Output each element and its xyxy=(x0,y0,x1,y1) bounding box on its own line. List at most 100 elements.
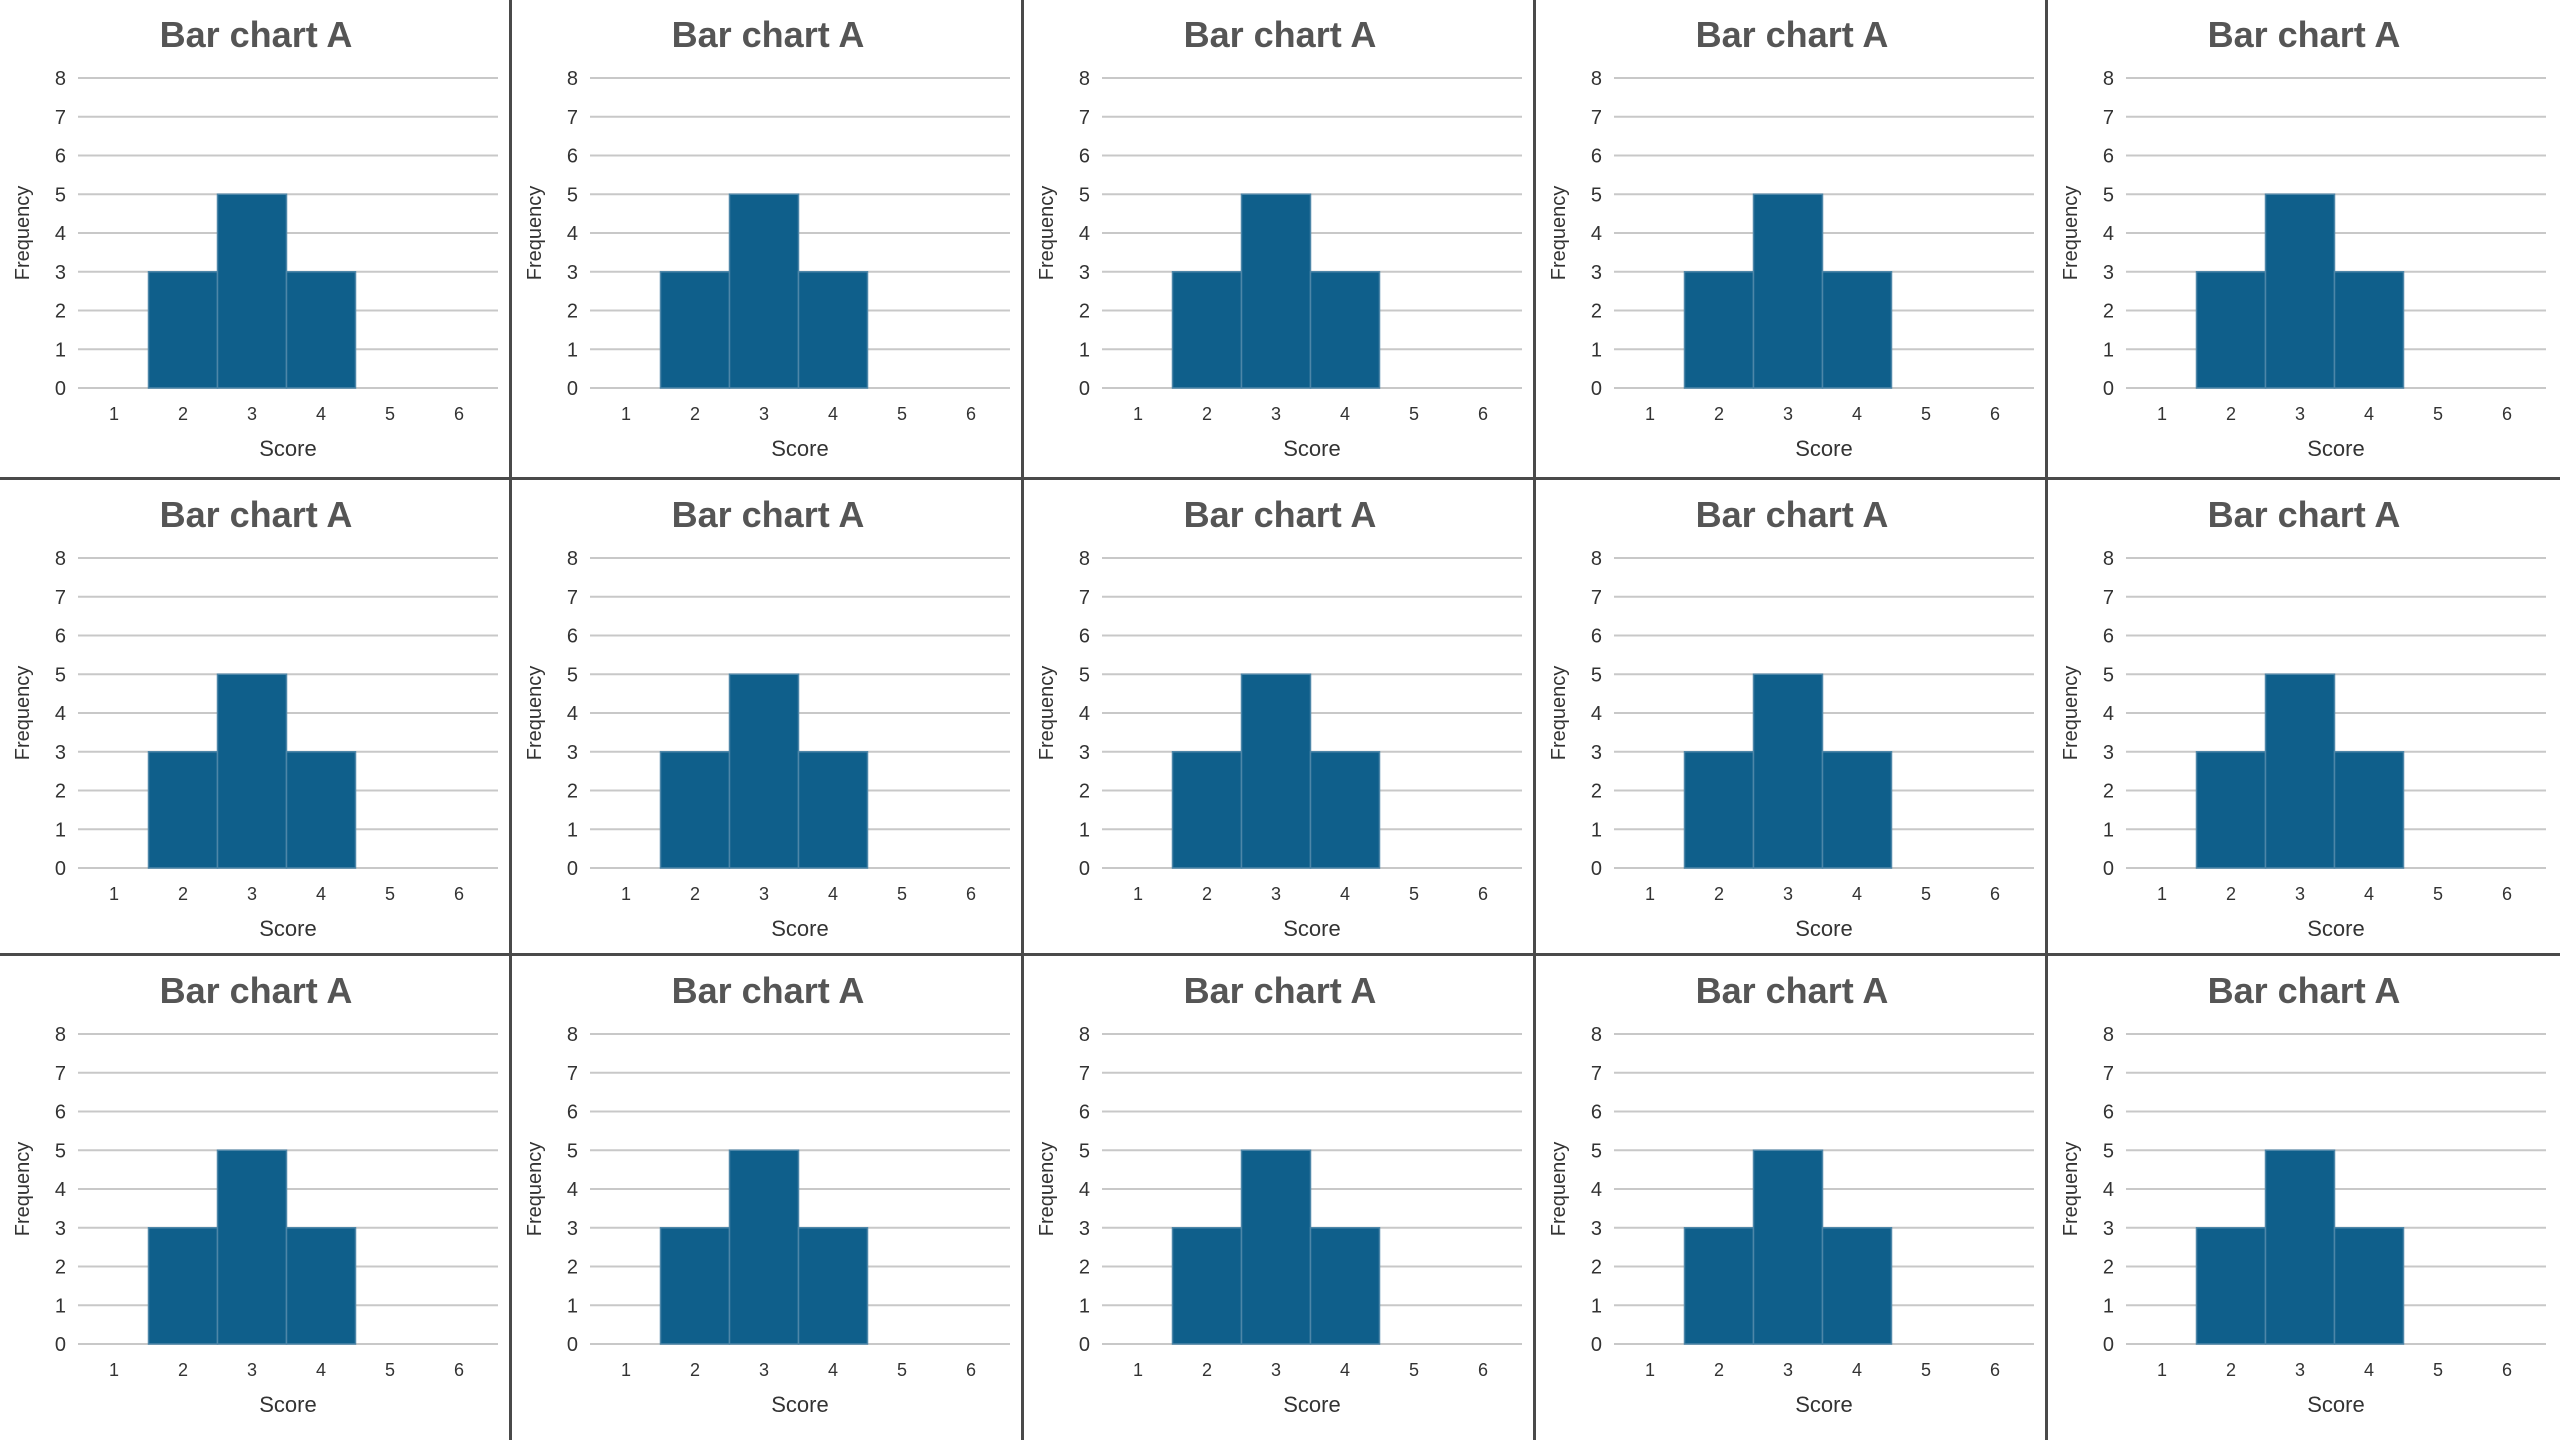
y-tick-label: 5 xyxy=(567,1140,578,1162)
y-tick-label: 7 xyxy=(567,1063,578,1085)
bar xyxy=(147,1227,219,1345)
y-tick-label: 6 xyxy=(2103,146,2114,168)
y-tick-label: 4 xyxy=(1591,703,1602,725)
y-tick-label: 0 xyxy=(2103,1334,2114,1356)
y-axis-label: Frequency xyxy=(524,1142,546,1237)
y-tick-label: 2 xyxy=(55,301,66,323)
bar-chart: 0 1 2 3 4 5 6 7 8 1 2 3 4 5 6 Score Frequency xyxy=(1036,1024,1522,1417)
y-tick-label: 6 xyxy=(1591,1102,1602,1124)
y-tick-label: 5 xyxy=(1591,1140,1602,1162)
x-tick-label: 2 xyxy=(2226,404,2236,424)
x-tick-label: 5 xyxy=(385,1360,395,1380)
x-tick-label: 6 xyxy=(454,1360,464,1380)
chart-panel: Bar chart A 0 1 2 3 4 5 6 7 8 1 2 3 4 5 6 Score Frequency xyxy=(2048,480,2560,956)
x-tick-label: 5 xyxy=(1409,1360,1419,1380)
x-tick-label: 2 xyxy=(178,1360,188,1380)
x-axis-label: Score xyxy=(1795,1392,1852,1417)
y-tick-label: 0 xyxy=(2103,858,2114,880)
bar xyxy=(285,271,357,389)
y-tick-label: 1 xyxy=(1079,819,1090,841)
x-axis-label: Score xyxy=(1795,436,1852,461)
y-tick-label: 2 xyxy=(1079,301,1090,323)
y-tick-label: 3 xyxy=(1079,262,1090,284)
y-tick-label: 5 xyxy=(1079,184,1090,206)
y-tick-label: 1 xyxy=(567,819,578,841)
chart-title: Bar chart A xyxy=(1183,14,1377,55)
x-tick-label: 5 xyxy=(897,1360,907,1380)
bar xyxy=(1240,193,1312,389)
x-tick-label: 1 xyxy=(1133,404,1143,424)
y-tick-label: 5 xyxy=(567,184,578,206)
x-tick-label: 6 xyxy=(2502,1360,2512,1380)
bar xyxy=(216,673,288,869)
y-tick-label: 7 xyxy=(2103,1063,2114,1085)
x-tick-label: 4 xyxy=(2364,1360,2374,1380)
bar xyxy=(285,751,357,869)
y-axis-label: Frequency xyxy=(1036,666,1058,761)
y-tick-label: 0 xyxy=(567,1334,578,1356)
bar xyxy=(2264,673,2336,869)
bar xyxy=(1752,193,1824,389)
y-axis-label: Frequency xyxy=(2060,666,2082,761)
chart-title: Bar chart A xyxy=(1695,970,1889,1011)
x-tick-label: 4 xyxy=(1852,884,1862,904)
chart-title: Bar chart A xyxy=(1183,970,1377,1011)
x-axis-label: Score xyxy=(1795,916,1852,941)
y-axis-label: Frequency xyxy=(12,186,34,281)
x-tick-label: 3 xyxy=(759,1360,769,1380)
y-tick-label: 1 xyxy=(1591,1295,1602,1317)
x-tick-label: 1 xyxy=(2157,1360,2167,1380)
chart-title: Bar chart A xyxy=(671,14,865,55)
x-tick-label: 2 xyxy=(178,404,188,424)
y-tick-label: 6 xyxy=(2103,626,2114,648)
x-tick-label: 1 xyxy=(109,884,119,904)
bar xyxy=(728,1149,800,1345)
bar xyxy=(2195,271,2267,389)
x-tick-label: 1 xyxy=(2157,404,2167,424)
y-tick-label: 3 xyxy=(567,262,578,284)
chart-panel: Bar chart A 0 1 2 3 4 5 6 7 8 1 2 3 4 5 6 Score Frequency xyxy=(2048,956,2560,1440)
y-tick-label: 3 xyxy=(1591,262,1602,284)
x-tick-label: 3 xyxy=(247,1360,257,1380)
y-axis-label: Frequency xyxy=(1036,186,1058,281)
x-tick-label: 3 xyxy=(247,884,257,904)
y-tick-label: 4 xyxy=(1079,223,1090,245)
y-tick-label: 5 xyxy=(2103,184,2114,206)
y-tick-label: 6 xyxy=(1079,626,1090,648)
y-tick-label: 6 xyxy=(567,626,578,648)
y-tick-label: 2 xyxy=(1591,1257,1602,1279)
bar xyxy=(2333,751,2405,869)
y-tick-label: 2 xyxy=(2103,1257,2114,1279)
bar xyxy=(1171,271,1243,389)
y-tick-label: 2 xyxy=(2103,781,2114,803)
x-axis-label: Score xyxy=(771,1392,828,1417)
bar xyxy=(216,193,288,389)
x-tick-label: 5 xyxy=(897,884,907,904)
y-tick-label: 6 xyxy=(1079,1102,1090,1124)
x-tick-label: 4 xyxy=(2364,884,2374,904)
x-tick-label: 4 xyxy=(1340,1360,1350,1380)
x-tick-label: 6 xyxy=(1990,404,2000,424)
chart-title: Bar chart A xyxy=(2207,14,2401,55)
y-axis-label: Frequency xyxy=(2060,186,2082,281)
y-tick-label: 0 xyxy=(55,378,66,400)
x-tick-label: 6 xyxy=(966,1360,976,1380)
x-tick-label: 3 xyxy=(1783,884,1793,904)
x-tick-label: 6 xyxy=(2502,404,2512,424)
y-tick-label: 4 xyxy=(1079,703,1090,725)
y-tick-label: 0 xyxy=(1079,378,1090,400)
x-tick-label: 6 xyxy=(1990,884,2000,904)
bar xyxy=(2195,1227,2267,1345)
y-tick-label: 8 xyxy=(1079,548,1090,570)
bar-chart: 0 1 2 3 4 5 6 7 8 1 2 3 4 5 6 Score Frequency xyxy=(12,1024,498,1417)
chart-panel: Bar chart A 0 1 2 3 4 5 6 7 8 1 2 3 4 5 6 Score Frequency xyxy=(0,480,512,956)
y-tick-label: 8 xyxy=(2103,1024,2114,1046)
chart-title: Bar chart A xyxy=(159,494,353,535)
y-tick-label: 2 xyxy=(1591,301,1602,323)
bar xyxy=(1240,1149,1312,1345)
y-tick-label: 8 xyxy=(2103,68,2114,90)
x-tick-label: 6 xyxy=(1478,884,1488,904)
chart-title: Bar chart A xyxy=(1695,494,1889,535)
y-tick-label: 4 xyxy=(1591,223,1602,245)
y-tick-label: 8 xyxy=(55,68,66,90)
